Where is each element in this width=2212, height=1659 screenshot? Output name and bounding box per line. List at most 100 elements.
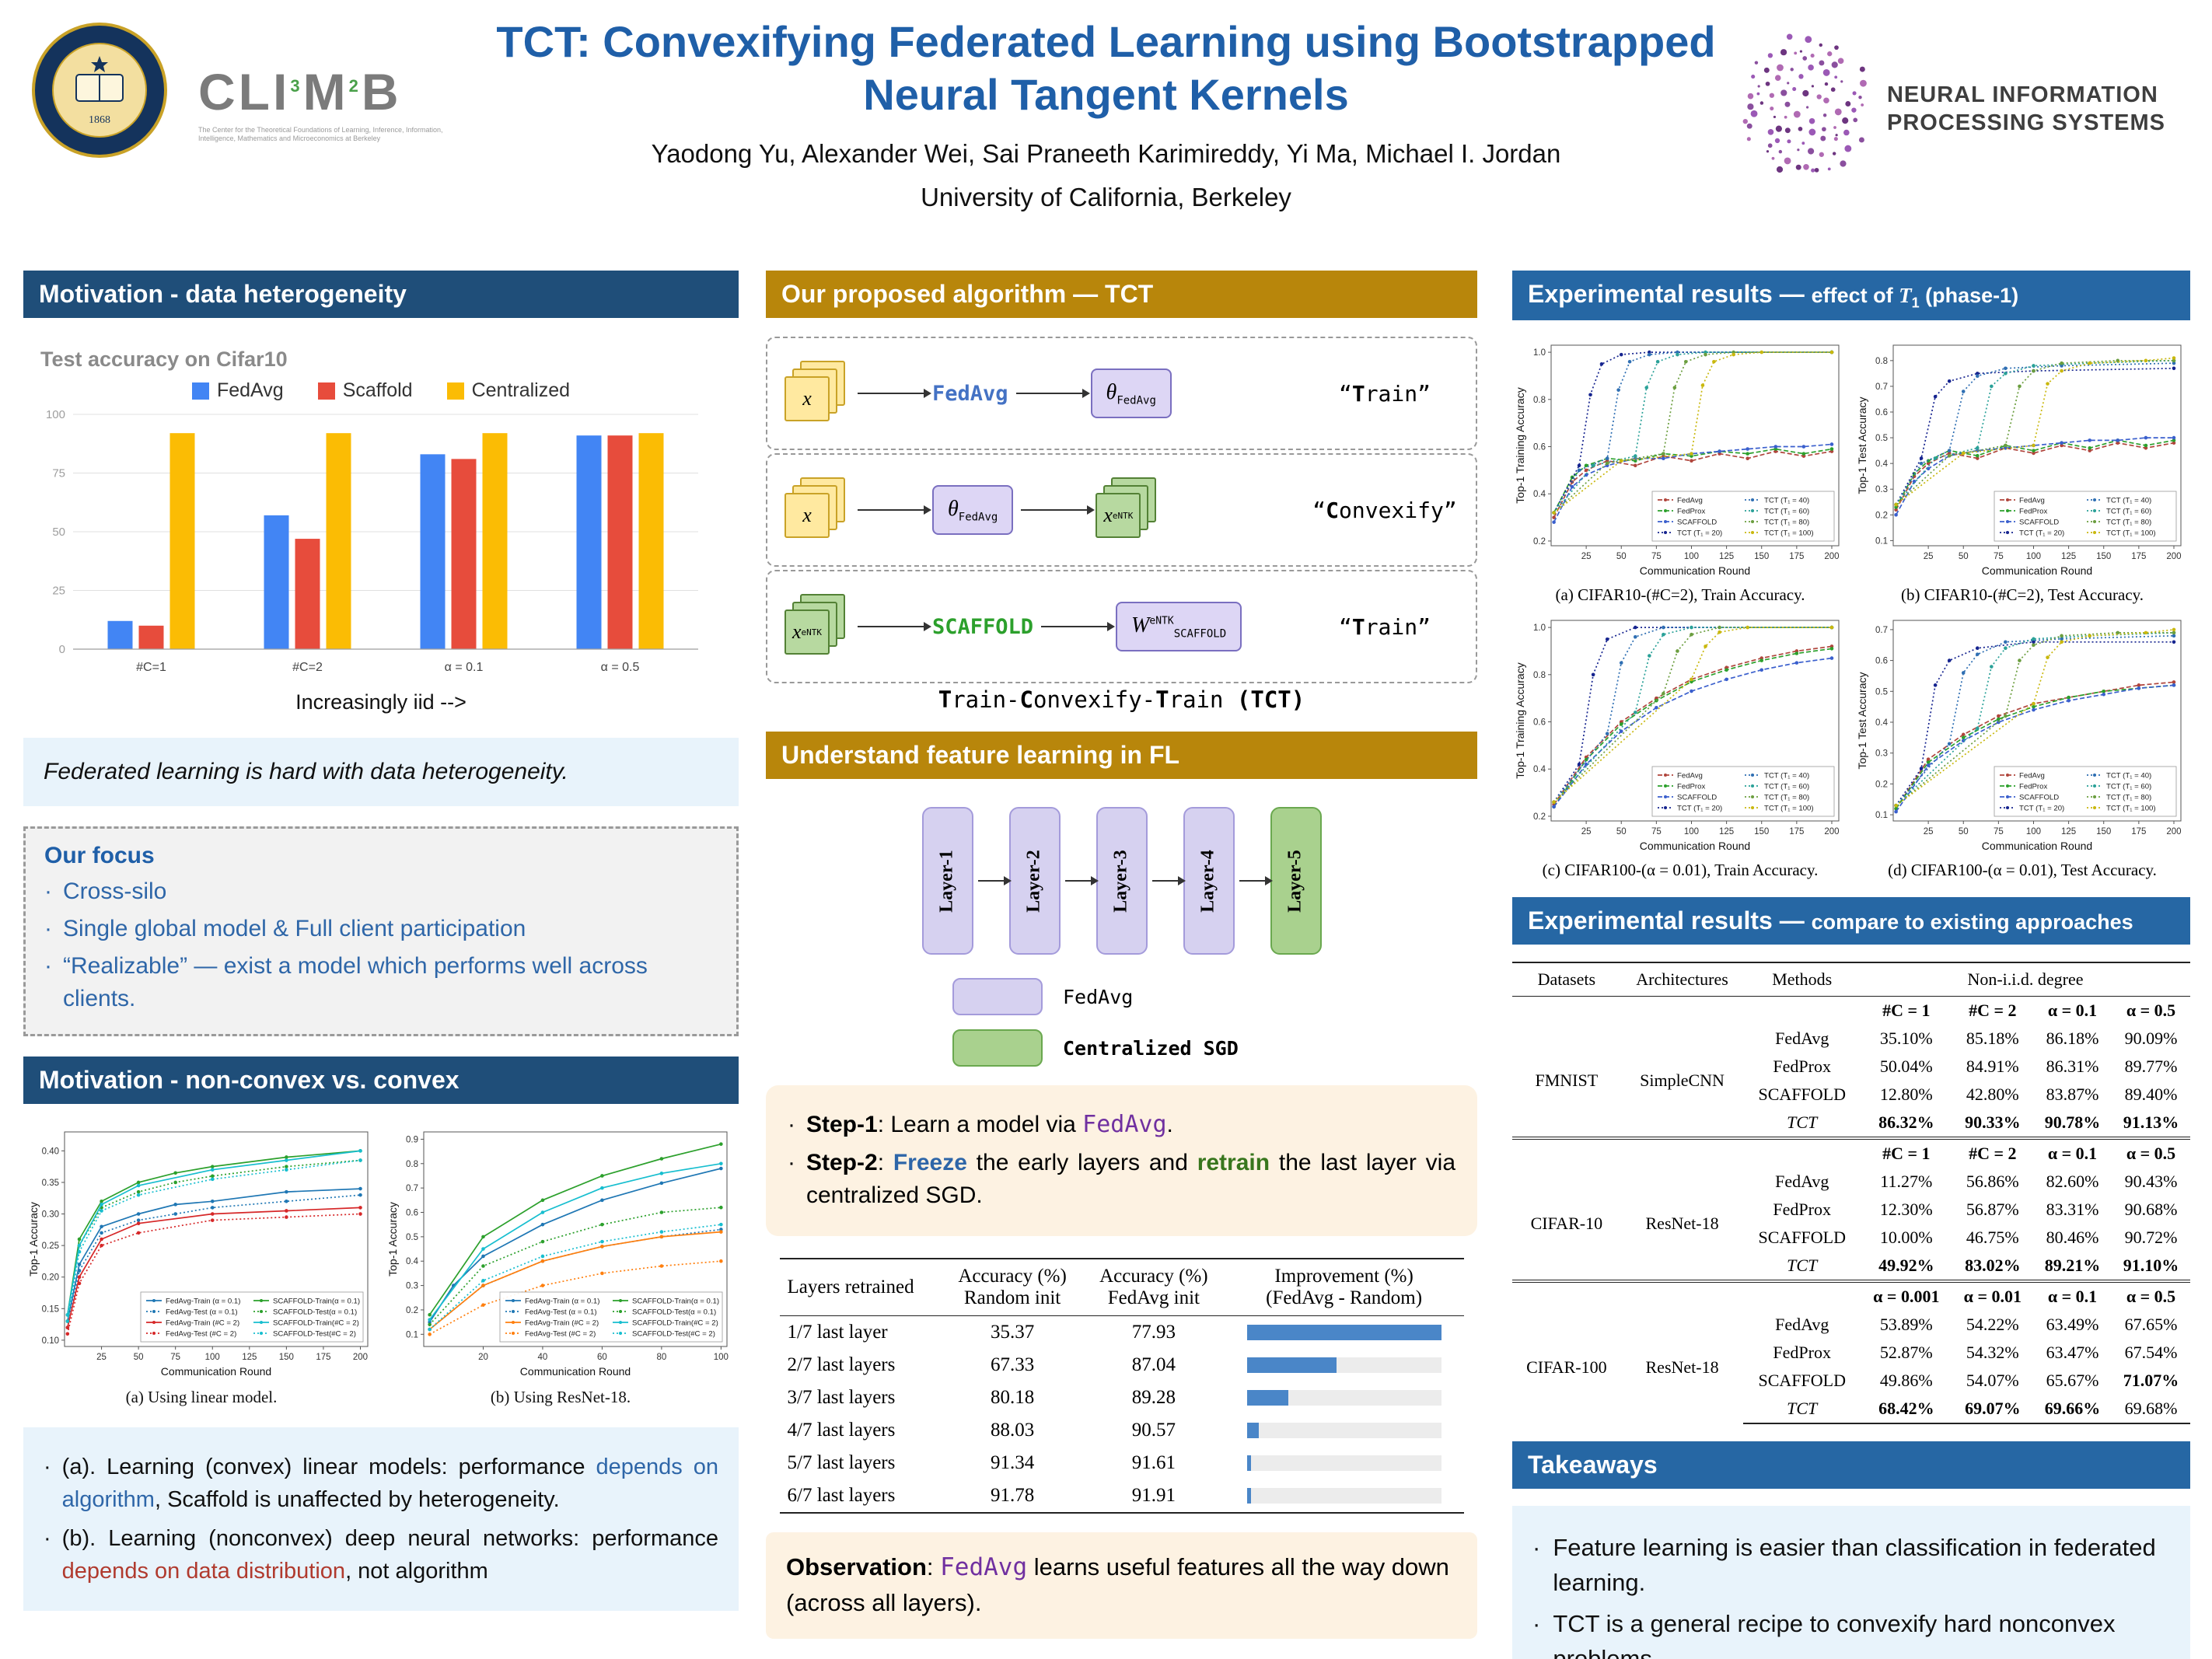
takeaways-list: · Feature learning is easier than classif… [1532, 1531, 2170, 1659]
svg-text:125: 125 [1719, 552, 1734, 561]
svg-text:SCAFFOLD-Train(α = 0.1): SCAFFOLD-Train(α = 0.1) [632, 1297, 719, 1305]
table-row: TCT 68.42% 69.07% 69.66% 69.68% [1512, 1395, 2190, 1425]
svg-text:50: 50 [1616, 552, 1627, 561]
svg-text:0.1: 0.1 [1875, 537, 1888, 547]
svg-text:TCT (T₁ = 40): TCT (T₁ = 40) [1764, 772, 1809, 781]
svg-text:50: 50 [1616, 827, 1627, 836]
observation-box: Observation: FedAvg learns useful featur… [766, 1532, 1477, 1639]
layer-box: Layer-5 [1270, 807, 1322, 955]
svg-text:Communication Round: Communication Round [1982, 840, 2092, 852]
svg-text:75: 75 [1994, 552, 2004, 561]
chart-c-caption: (c) CIFAR100-(α = 0.01), Train Accuracy. [1542, 861, 1819, 880]
table-row: FedProx 12.30% 56.87% 83.31% 90.68% [1773, 1200, 2178, 1220]
climb-tagline: The Center for the Theoretical Foundatio… [198, 126, 443, 143]
table-row: CIFAR-100 ResNet-18 FedAvg 53.89% 54.22% 63.4… [1526, 1315, 2178, 1377]
climb-logo: CLI3M2B The Center for the Theoretical F… [198, 62, 447, 144]
svg-text:TCT (T₁ = 60): TCT (T₁ = 60) [1764, 508, 1809, 516]
arrow-icon [858, 389, 931, 398]
theta-fedavg-box: θFedAvg [1090, 368, 1172, 418]
svg-text:0.8: 0.8 [1533, 671, 1546, 680]
table-header-row: Datasets Architectures Methods Non-i.i.d. d… [1512, 962, 2190, 997]
svg-text:Top-1 Test Accuracy: Top-1 Test Accuracy [1856, 672, 1868, 770]
table-row: 4/7 last layers 88.03 90.57 [780, 1414, 1464, 1447]
svg-text:α = 0.1: α = 0.1 [445, 661, 484, 674]
arrow-icon [1151, 876, 1186, 885]
svg-text:0.5: 0.5 [1875, 434, 1888, 443]
legend-fedavg: FedAvg [952, 978, 1133, 1015]
svg-text:100: 100 [714, 1353, 729, 1362]
svg-text:1.0: 1.0 [1533, 623, 1546, 633]
svg-text:TCT (T₁ = 40): TCT (T₁ = 40) [1764, 497, 1809, 505]
table-row: TCT 49.92% 83.02% 89.21% 91.10% [1787, 1256, 2179, 1276]
table-row: 3/7 last layers 80.18 89.28 [780, 1381, 1464, 1414]
quote-train: “Train” [1338, 380, 1431, 407]
svg-text:TCT (T₁ = 20): TCT (T₁ = 20) [1677, 529, 1722, 538]
svg-text:TCT (T₁ = 60): TCT (T₁ = 60) [1764, 783, 1809, 791]
svg-text:0.30: 0.30 [42, 1210, 59, 1219]
increasingly-iid-note: Increasingly iid --> [295, 690, 467, 714]
improvement-bar [1246, 1487, 1441, 1504]
svg-text:FedAvg-Test (#C = 2): FedAvg-Test (#C = 2) [525, 1329, 596, 1338]
theta-fedavg-box: θFedAvg [932, 485, 1014, 535]
svg-text:0.8: 0.8 [1533, 396, 1546, 405]
step-2: · Step-2: Freeze the early layers and ret… [788, 1149, 1456, 1209]
svg-text:200: 200 [1824, 552, 1839, 561]
chart-a-caption: (a) CIFAR10-(#C=2), Train Accuracy. [1555, 585, 1805, 605]
table-row: 2/7 last layers 67.33 87.04 [780, 1349, 1464, 1381]
svg-text:FedProx: FedProx [2019, 508, 2047, 516]
cifar10-test-chart: 0.1 0.2 0.3 0.4 0.5 0.6 0.7 0.8 25 50 75 100 125 150 1… [1856, 344, 2182, 577]
svg-text:0.7: 0.7 [406, 1184, 418, 1193]
table-row: 5/7 last layers 91.34 91.61 [780, 1447, 1464, 1479]
svg-text:200: 200 [1824, 827, 1839, 836]
comparison-table: Datasets Architectures Methods Non-i.i.d. d… [1512, 962, 2190, 1425]
cifar100-train-chart: 0.2 0.4 0.6 0.8 1.0 25 50 75 100 125 150 175 200 Comm… [1514, 620, 1840, 852]
svg-text:100: 100 [205, 1353, 220, 1362]
bar-chart-title: Test accuracy on Cifar10 [40, 348, 288, 371]
svg-text:TCT (T₁ = 20): TCT (T₁ = 20) [2019, 529, 2064, 538]
svg-text:0.7: 0.7 [1875, 382, 1888, 392]
svg-text:0.4: 0.4 [1875, 718, 1889, 728]
algo-row-train: x FedAvg θFedAvg “Train” [766, 337, 1477, 450]
svg-text:25: 25 [52, 585, 65, 598]
svg-text:FedAvg-Train (α = 0.1): FedAvg-Train (α = 0.1) [525, 1297, 599, 1305]
svg-text:FedAvg-Train (#C = 2): FedAvg-Train (#C = 2) [525, 1318, 599, 1327]
section-motivation-nonconvex: Motivation - non-convex vs. convex [23, 1056, 739, 1104]
svg-text:60: 60 [597, 1353, 607, 1362]
table-row: SCAFFOLD 12.80% 42.80% 83.87% 89.40% [1758, 1084, 2178, 1105]
svg-text:0.6: 0.6 [1533, 443, 1546, 452]
algo-row-train2: x eNTK SCAFFOLD WeNTKSCAFFOLD “Train” [766, 570, 1477, 683]
svg-text:25: 25 [1581, 827, 1592, 836]
svg-text:0.8: 0.8 [406, 1159, 418, 1168]
svg-text:Communication Round: Communication Round [1640, 564, 1750, 577]
svg-text:SCAFFOLD-Test(#C = 2): SCAFFOLD-Test(#C = 2) [273, 1329, 356, 1338]
seal-year: 1868 [89, 114, 110, 126]
resnet18-caption: (b) Using ResNet-18. [490, 1387, 631, 1406]
svg-text:SCAFFOLD-Test(α = 0.1): SCAFFOLD-Test(α = 0.1) [632, 1308, 716, 1316]
svg-text:50: 50 [52, 526, 65, 539]
svg-text:FedProx: FedProx [1677, 783, 1705, 791]
svg-text:80: 80 [656, 1353, 666, 1362]
layer-box: Layer-1 [921, 807, 973, 955]
layers-diagram: Layer-1 Layer-2 Layer-3 Layer-4 Layer-5 [766, 807, 1477, 955]
svg-text:TCT (T₁ = 80): TCT (T₁ = 80) [1764, 519, 1809, 527]
linear-model-caption: (a) Using linear model. [125, 1387, 278, 1406]
svg-text:0.4: 0.4 [1875, 460, 1889, 470]
svg-text:TCT (T₁ = 80): TCT (T₁ = 80) [1764, 794, 1809, 802]
arrow-icon [1041, 622, 1116, 631]
svg-text:0.2: 0.2 [1875, 512, 1888, 521]
resnet18-figure: 0.1 0.2 0.3 0.4 0.5 0.6 0.7 0.8 0.9 20 40 60 80 100 Co… [386, 1124, 735, 1407]
svg-text:FedAvg-Train (#C = 2): FedAvg-Train (#C = 2) [166, 1318, 239, 1327]
table-row: SCAFFOLD 49.86% 54.07% 65.67% 71.07% [1758, 1371, 2179, 1391]
svg-text:75: 75 [170, 1353, 180, 1362]
steps-box: · Step-1: Learn a model via FedAvg. · Step… [766, 1085, 1477, 1236]
improvement-bar [1246, 1324, 1441, 1340]
poster-title: TCT: Convexifying Federated Learning usi… [496, 17, 1716, 120]
svg-text:25: 25 [96, 1353, 107, 1362]
bullet-a: · (a). Learning (convex) linear models: p… [44, 1454, 718, 1512]
layer-box: Layer-4 [1183, 807, 1235, 955]
svg-text:0.2: 0.2 [406, 1305, 418, 1315]
svg-text:SCAFFOLD-Train(#C = 2): SCAFFOLD-Train(#C = 2) [273, 1318, 359, 1327]
svg-text:175: 175 [1789, 827, 1804, 836]
lt-header-fedavg: Accuracy (%) FedAvg init [1082, 1257, 1225, 1316]
